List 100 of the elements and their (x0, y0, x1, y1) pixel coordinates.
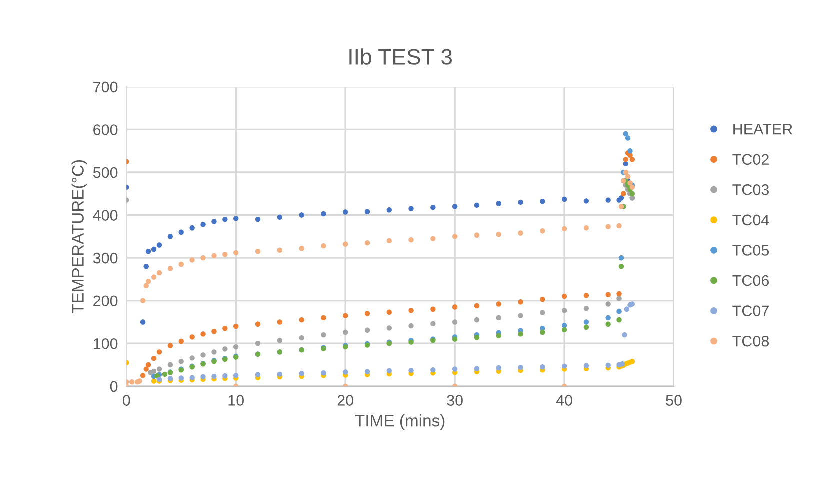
point (222, 216, 228, 222)
point (212, 350, 217, 355)
point (144, 366, 149, 372)
point (562, 196, 568, 202)
x-tick-label: 30 (447, 395, 463, 406)
point (342, 330, 348, 336)
point (540, 364, 546, 370)
point (606, 322, 611, 327)
legend-label: TC04 (732, 214, 770, 226)
point (212, 219, 217, 224)
y-tick-label: 0 (110, 381, 118, 392)
y-tick-label: 200 (94, 296, 118, 307)
point (190, 334, 195, 340)
point (146, 249, 152, 254)
point (277, 214, 283, 220)
point (342, 242, 348, 247)
point (584, 324, 590, 330)
point (606, 302, 611, 307)
point (200, 222, 206, 228)
point (156, 366, 162, 372)
point (630, 358, 636, 364)
point (562, 308, 568, 314)
point (540, 310, 546, 316)
point (342, 370, 348, 375)
point (606, 362, 611, 368)
x-tick-label: 20 (338, 395, 354, 406)
point (299, 246, 304, 252)
point (386, 208, 392, 213)
point (630, 184, 636, 190)
y-axis-title: TEMPERATURE(°C) (72, 160, 88, 314)
point (277, 248, 283, 253)
point (277, 372, 283, 378)
point (222, 326, 228, 332)
chart-title: IIb TEST 3 (350, 48, 452, 65)
legend-label: TC08 (732, 336, 770, 347)
point (151, 378, 157, 384)
point (518, 313, 524, 318)
point (190, 226, 195, 231)
point (321, 315, 326, 321)
y-tick-label: 400 (93, 210, 118, 221)
point (299, 370, 304, 376)
point (606, 292, 611, 298)
point (518, 300, 524, 305)
point (496, 365, 502, 371)
point (255, 216, 261, 222)
x-tick-label: 0 (122, 395, 130, 406)
point (518, 364, 524, 370)
point (618, 264, 624, 270)
point (408, 206, 414, 212)
point (584, 226, 590, 231)
point (474, 303, 480, 309)
y-tick-label: 600 (94, 124, 118, 136)
point (540, 198, 546, 204)
point (386, 368, 392, 374)
point (140, 298, 146, 304)
point (618, 204, 624, 210)
point (474, 232, 480, 238)
point (140, 320, 146, 325)
point (234, 373, 239, 378)
point (430, 306, 436, 312)
point (606, 315, 611, 321)
point (321, 211, 326, 217)
point (342, 210, 348, 215)
point (430, 204, 436, 210)
point (156, 242, 162, 248)
point (584, 198, 590, 204)
point (342, 313, 348, 318)
x-tick-label: 50 (666, 395, 682, 406)
point (277, 320, 283, 325)
point (623, 131, 628, 137)
legend-label: TC06 (732, 275, 770, 286)
point (168, 362, 174, 368)
point (212, 253, 217, 259)
point (299, 212, 304, 218)
point (584, 363, 590, 368)
point (386, 326, 392, 331)
point (606, 224, 611, 230)
point (190, 375, 195, 380)
point (584, 293, 590, 298)
point (364, 328, 370, 333)
legend-label: TC05 (732, 245, 770, 256)
point (474, 366, 480, 372)
point (234, 324, 239, 330)
point (156, 350, 162, 355)
point (212, 329, 217, 334)
point (616, 296, 622, 302)
point (212, 374, 217, 380)
point (562, 327, 568, 333)
point (234, 250, 239, 256)
point (277, 338, 283, 344)
point (630, 191, 636, 196)
point (151, 368, 157, 374)
point (496, 201, 502, 206)
point (628, 180, 633, 186)
point (562, 294, 568, 300)
point (540, 330, 546, 336)
point (474, 202, 480, 208)
point (140, 373, 146, 378)
point (168, 266, 174, 272)
point (137, 378, 142, 384)
